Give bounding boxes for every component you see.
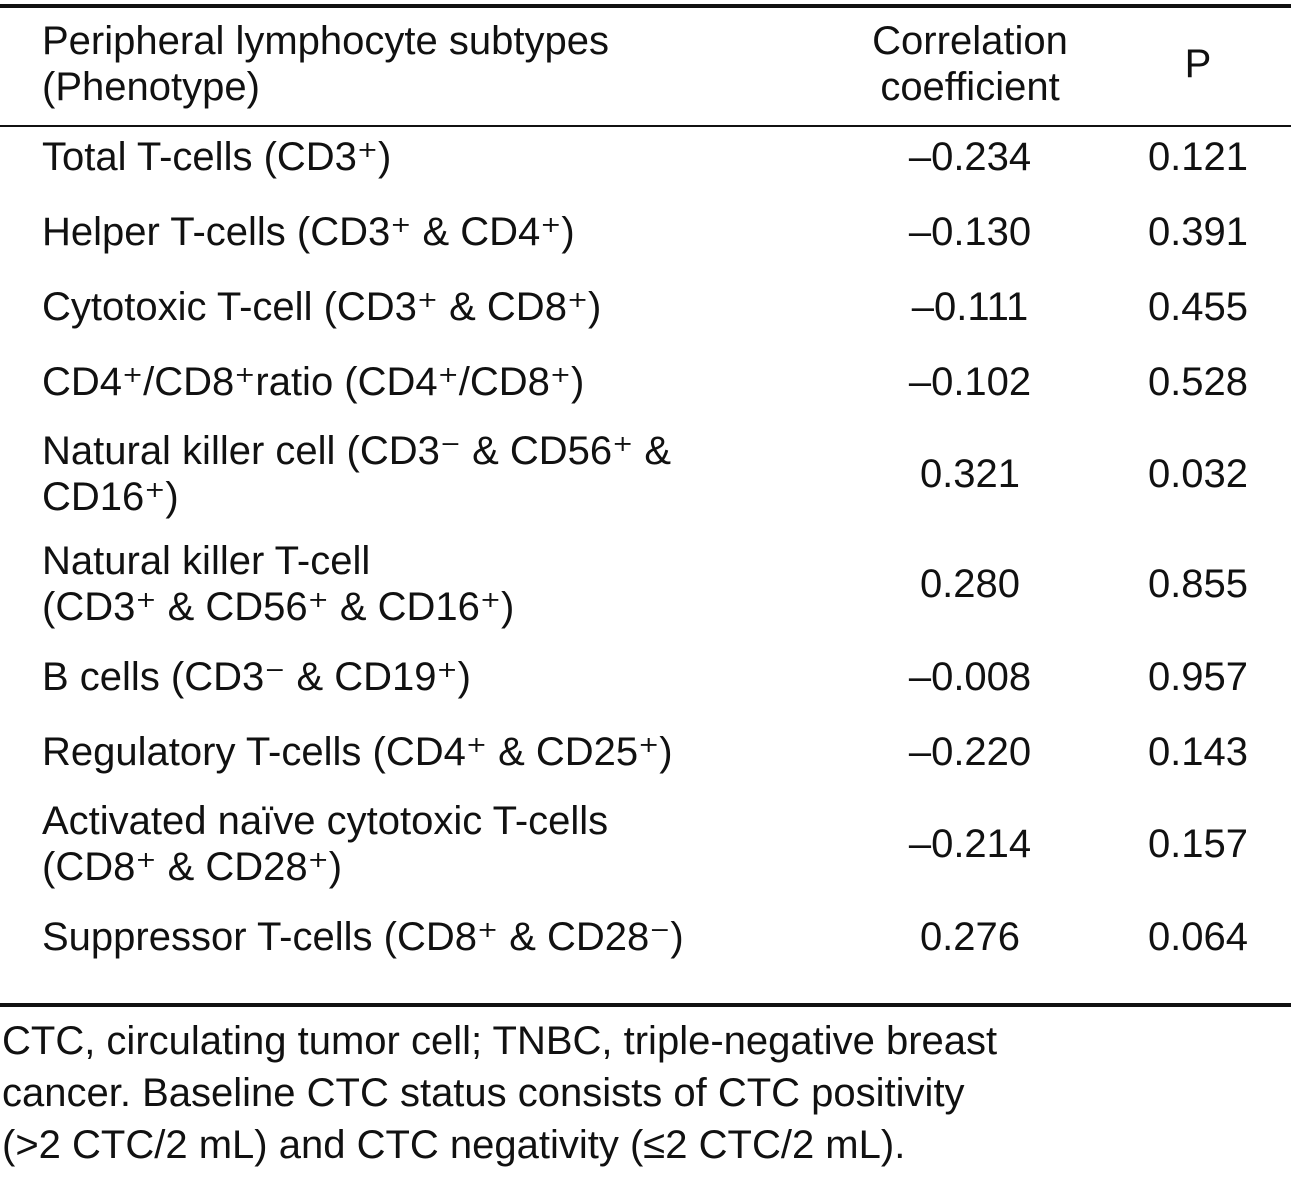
row-coefficient: 0.321	[919, 452, 1021, 496]
table-row: Total T-cells (CD3⁺) –0.234 0.121	[0, 119, 1291, 194]
row-subtype-line1: CD4⁺/CD8⁺ratio (CD4⁺/CD8⁺)	[42, 359, 585, 404]
row-subtype-line2: CD16⁺)	[42, 475, 179, 519]
header-rule	[0, 125, 1291, 127]
header-subtype: Peripheral lymphocyte subtypes (Phenotyp…	[0, 0, 835, 119]
top-rule	[0, 4, 1291, 8]
header-subtype-line1: Peripheral lymphocyte subtypes	[42, 18, 609, 63]
header-coefficient-line1: Correlation	[872, 18, 1068, 63]
row-coefficient: –0.111	[911, 284, 1029, 329]
row-coefficient: –0.008	[908, 654, 1032, 699]
row-subtype: Cytotoxic T-cell (CD3⁺ & CD8⁺)	[0, 269, 835, 344]
row-subtype: B cells (CD3⁻ & CD19⁺)	[0, 639, 835, 714]
header-subtype-line2: (Phenotype)	[42, 64, 260, 109]
footnote-line2: cancer. Baseline CTC status consists of …	[2, 1071, 965, 1115]
row-subtype: Helper T-cells (CD3⁺ & CD4⁺)	[0, 194, 835, 269]
row-coefficient: –0.220	[908, 729, 1032, 774]
row-p-value: 0.121	[1147, 134, 1249, 179]
row-p-value: 0.957	[1147, 654, 1249, 699]
header-coefficient-line2: coefficient	[880, 64, 1060, 109]
row-coefficient: –0.214	[908, 822, 1032, 866]
row-p-value: 0.032	[1147, 452, 1249, 496]
row-subtype-line1: Natural killer T-cell	[42, 539, 371, 583]
row-subtype-line1: Regulatory T-cells (CD4⁺ & CD25⁺)	[42, 729, 673, 774]
row-subtype: Regulatory T-cells (CD4⁺ & CD25⁺)	[0, 714, 835, 789]
table-row: CD4⁺/CD8⁺ratio (CD4⁺/CD8⁺) –0.102 0.528	[0, 344, 1291, 419]
row-subtype-line1: Natural killer cell (CD3⁻ & CD56⁺ &	[42, 429, 672, 473]
row-subtype-line1: Total T-cells (CD3⁺)	[42, 134, 392, 179]
table-row: Natural killer cell (CD3⁻ & CD56⁺ & CD16…	[0, 419, 1291, 529]
table-footnote: CTC, circulating tumor cell; TNBC, tripl…	[0, 1015, 1291, 1171]
row-p-value: 0.143	[1147, 729, 1249, 774]
header-row: Peripheral lymphocyte subtypes (Phenotyp…	[0, 0, 1291, 119]
row-coefficient: 0.280	[919, 562, 1021, 606]
row-subtype: Activated naïve cytotoxic T-cells (CD8⁺ …	[0, 789, 835, 899]
row-p-value: 0.157	[1147, 822, 1249, 866]
row-subtype: CD4⁺/CD8⁺ratio (CD4⁺/CD8⁺)	[0, 344, 835, 419]
row-coefficient: –0.130	[908, 209, 1032, 254]
row-subtype: Total T-cells (CD3⁺)	[0, 119, 835, 194]
row-p-value: 0.528	[1147, 359, 1249, 404]
header-coefficient: Correlation coefficient	[835, 0, 1105, 119]
row-subtype-line1: B cells (CD3⁻ & CD19⁺)	[42, 654, 471, 699]
bottom-rule	[0, 1003, 1291, 1007]
row-subtype-line1: Cytotoxic T-cell (CD3⁺ & CD8⁺)	[42, 284, 602, 329]
row-subtype: Natural killer cell (CD3⁻ & CD56⁺ & CD16…	[0, 419, 835, 529]
correlation-table: Peripheral lymphocyte subtypes (Phenotyp…	[0, 0, 1291, 974]
row-coefficient: –0.102	[908, 359, 1032, 404]
table-row: Helper T-cells (CD3⁺ & CD4⁺) –0.130 0.39…	[0, 194, 1291, 269]
row-p-value: 0.064	[1147, 914, 1249, 959]
header-p: P	[1184, 41, 1212, 86]
row-subtype-line1: Activated naïve cytotoxic T-cells	[42, 799, 609, 843]
row-p-value: 0.855	[1147, 562, 1249, 606]
row-subtype-line1: Helper T-cells (CD3⁺ & CD4⁺)	[42, 209, 575, 254]
table-row: B cells (CD3⁻ & CD19⁺) –0.008 0.957	[0, 639, 1291, 714]
row-subtype: Suppressor T-cells (CD8⁺ & CD28⁻)	[0, 899, 835, 974]
row-subtype: Natural killer T-cell (CD3⁺ & CD56⁺ & CD…	[0, 529, 835, 639]
row-subtype-line2: (CD3⁺ & CD56⁺ & CD16⁺)	[42, 585, 515, 629]
row-coefficient: 0.276	[919, 914, 1021, 959]
table-row: Cytotoxic T-cell (CD3⁺ & CD8⁺) –0.111 0.…	[0, 269, 1291, 344]
row-p-value: 0.455	[1147, 284, 1249, 329]
table-row: Regulatory T-cells (CD4⁺ & CD25⁺) –0.220…	[0, 714, 1291, 789]
table-row: Natural killer T-cell (CD3⁺ & CD56⁺ & CD…	[0, 529, 1291, 639]
table-row: Suppressor T-cells (CD8⁺ & CD28⁻) 0.276 …	[0, 899, 1291, 974]
row-subtype-line1: Suppressor T-cells (CD8⁺ & CD28⁻)	[42, 914, 684, 959]
footnote-line1: CTC, circulating tumor cell; TNBC, tripl…	[2, 1019, 998, 1063]
row-coefficient: –0.234	[908, 134, 1032, 179]
table-row: Activated naïve cytotoxic T-cells (CD8⁺ …	[0, 789, 1291, 899]
row-subtype-line2: (CD8⁺ & CD28⁺)	[42, 845, 343, 889]
row-p-value: 0.391	[1147, 209, 1249, 254]
footnote-line3: (>2 CTC/2 mL) and CTC negativity (≤2 CTC…	[2, 1123, 906, 1167]
